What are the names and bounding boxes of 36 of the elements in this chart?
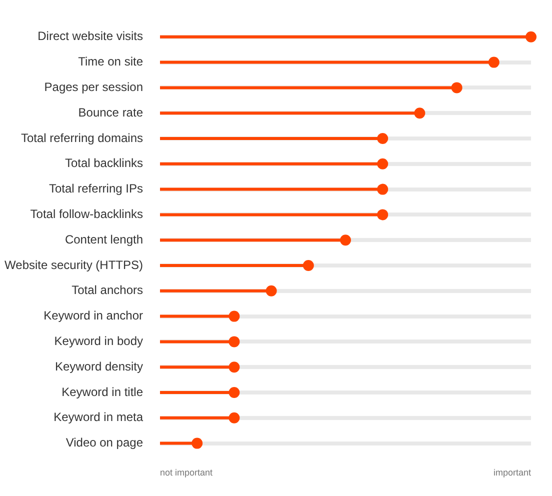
y-tick-label: Keyword in body — [54, 334, 143, 348]
y-tick-label: Total anchors — [72, 283, 143, 298]
point — [414, 108, 426, 119]
y-tick-label: Total referring IPs — [48, 182, 143, 196]
y-tick-label: Direct website visits — [38, 29, 143, 44]
text: important — [493, 467, 532, 478]
point — [228, 362, 240, 373]
point — [377, 158, 388, 170]
point — [526, 31, 536, 42]
point — [266, 285, 277, 296]
y-tick-label: Website security (HTTPS) — [4, 258, 144, 272]
point — [228, 310, 240, 322]
y-tick-label: Bounce rate — [78, 105, 144, 120]
y-tick-label: Time on site — [78, 54, 144, 69]
y-tick-label: Content length — [64, 232, 143, 246]
point — [377, 133, 388, 144]
point — [192, 438, 203, 449]
point — [377, 184, 388, 195]
y-tick-label: Total referring domains — [20, 130, 143, 145]
point — [302, 260, 314, 271]
point — [451, 82, 462, 94]
y-tick-label: Keyword in anchor — [44, 308, 143, 323]
y-tick-label: Total backlinks — [64, 156, 143, 170]
point — [340, 234, 351, 246]
y-tick-label: Video on page — [66, 436, 144, 450]
text: not important — [160, 467, 214, 478]
point — [488, 56, 500, 68]
point — [377, 209, 388, 220]
point — [228, 336, 240, 348]
y-tick-label: Keyword in meta — [54, 410, 144, 424]
point — [228, 387, 240, 398]
y-tick-label: Total follow-backlinks — [30, 207, 143, 222]
y-tick-label: Pages per session — [44, 80, 143, 94]
y-tick-label: Keyword in title — [62, 384, 144, 399]
y-tick-label: Keyword density — [54, 359, 143, 374]
point — [228, 412, 240, 424]
